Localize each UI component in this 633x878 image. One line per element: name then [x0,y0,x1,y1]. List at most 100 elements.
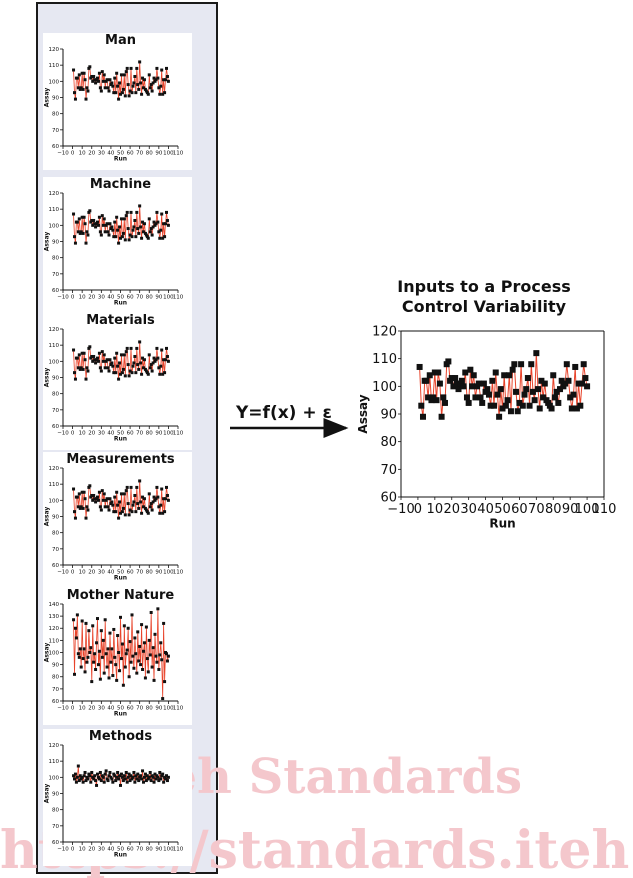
y-tick-label: 90 [380,408,397,423]
data-point [104,359,108,363]
y-axis-title: Assay [356,394,370,433]
data-point [143,506,147,510]
data-point [128,89,132,93]
data-point [487,402,494,409]
data-point [92,74,96,78]
data-point [119,353,123,357]
x-tick-label: 40 [477,502,494,517]
x-tick-label: 100 [575,502,600,517]
data-point [452,375,459,382]
data-point [77,779,81,783]
y-tick-label: 90 [52,514,59,520]
data-point [132,666,136,670]
data-point [79,366,83,370]
data-point [138,204,142,208]
data-point [111,364,115,368]
data-point [523,386,530,393]
data-point [92,777,96,781]
data-point [118,774,122,778]
data-point [148,230,152,234]
data-point [125,485,129,489]
data-point [122,353,126,357]
data-point [110,500,114,504]
data-point [85,230,89,234]
data-point [150,233,154,237]
data-point [489,377,496,384]
data-point [103,230,107,234]
data-point [78,774,82,778]
data-point [133,636,137,640]
x-tick-label: 110 [173,295,184,301]
data-point [139,81,143,85]
data-point [131,84,135,88]
data-point [485,391,492,398]
data-point [153,79,157,83]
data-point [151,361,155,365]
x-tick-label: 80 [545,502,562,517]
data-point [529,388,536,395]
data-point [142,649,145,653]
x-tick-label: 10 [427,502,444,517]
data-point [124,770,128,774]
data-point [113,495,117,499]
data-point [166,359,170,363]
y-tick-label: 70 [52,272,59,278]
data-point [128,233,132,237]
data-point [78,367,82,371]
data-point [118,500,122,504]
data-point [72,348,76,352]
data-point [112,91,116,95]
data-point [161,697,165,701]
x-tick-label: 20 [88,570,95,576]
data-point [117,651,121,654]
data-point [105,78,109,82]
data-point [128,508,132,512]
data-point [86,777,90,781]
data-point [565,377,572,384]
x-tick-label: 0 [414,502,422,517]
data-point [146,511,150,515]
data-point [122,73,126,77]
data-point [140,777,144,781]
data-point [541,380,548,387]
data-point [101,775,105,779]
data-point [96,495,99,499]
data-point [83,222,87,226]
data-point [147,73,151,77]
x-tick-label: 20 [88,706,95,712]
data-point [90,680,94,684]
x-tick-label: 60 [511,502,528,517]
data-point [134,510,138,514]
data-point [531,397,538,404]
x-tick-label: 50 [117,151,124,157]
data-point [430,394,437,401]
data-point [142,497,146,501]
data-point [475,380,482,387]
data-point [123,777,127,781]
data-point [104,498,108,502]
y-tick-label: 70 [52,408,59,414]
data-point [147,353,151,357]
data-point [163,775,167,779]
data-point [142,86,145,90]
data-point [108,78,112,82]
data-point [73,777,76,781]
data-point [127,238,131,242]
data-point [98,230,102,234]
data-point [94,81,98,85]
data-point [164,497,168,501]
data-point [119,236,122,240]
data-point [136,502,140,506]
data-point [114,371,118,375]
data-point [90,354,94,358]
data-point [85,366,89,370]
data-point [134,774,138,778]
data-point [124,214,128,218]
x-axis-title: Run [114,436,127,443]
data-point [570,391,577,398]
data-point [163,371,167,375]
data-point [134,91,138,95]
data-point [538,377,545,384]
data-point [164,777,168,781]
